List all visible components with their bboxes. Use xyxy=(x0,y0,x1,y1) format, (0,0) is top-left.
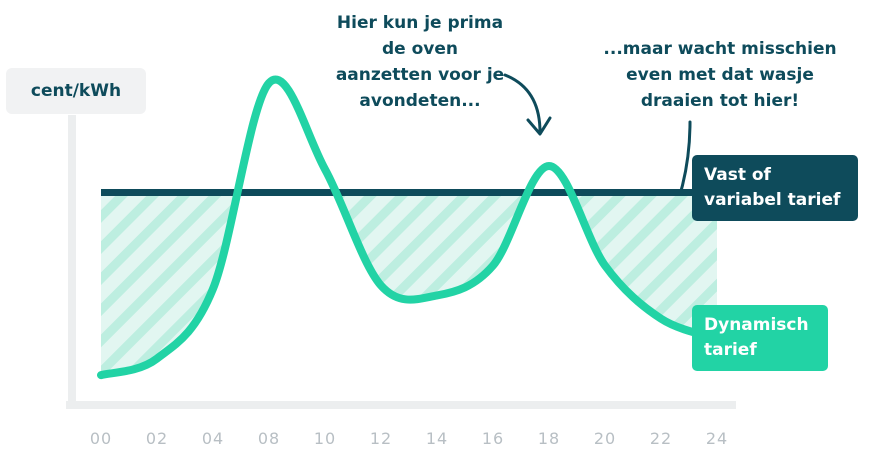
x-tick-label: 00 xyxy=(90,429,112,448)
annotation: Hier kun je prima de oven aanzetten voor… xyxy=(335,13,505,111)
x-tick-label: 08 xyxy=(258,429,280,448)
arrow xyxy=(503,73,552,136)
dynamic-rate-line xyxy=(97,75,721,380)
x-tick-label: 14 xyxy=(426,429,448,448)
x-tick-label: 16 xyxy=(482,429,504,448)
x-tick-label: 02 xyxy=(146,429,168,448)
legend-entry: Vast of variabel tarief xyxy=(692,155,858,221)
x-tick-label: 24 xyxy=(706,429,728,448)
x-tick-label: 10 xyxy=(314,429,336,448)
legend-entry: Dynamisch tarief xyxy=(692,305,828,371)
x-tick-label: 18 xyxy=(538,429,560,448)
x-tick-label: 04 xyxy=(202,429,224,448)
annotation: ...maar wacht misschien even met dat was… xyxy=(603,39,837,111)
x-tick-label: 22 xyxy=(650,429,672,448)
x-tick-label: 12 xyxy=(370,429,392,448)
y-axis-label: cent/kWh xyxy=(6,68,146,114)
x-tick-label: 20 xyxy=(594,429,616,448)
